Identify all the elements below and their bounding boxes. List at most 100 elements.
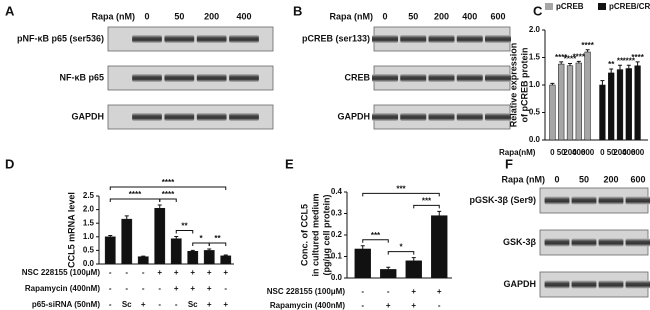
band-label: GAPDH bbox=[503, 279, 536, 289]
blot-band bbox=[456, 35, 483, 43]
bar bbox=[104, 236, 116, 265]
blot-band bbox=[598, 280, 624, 289]
condition-level: - bbox=[125, 284, 128, 293]
panel-letter: F bbox=[505, 156, 513, 171]
y-tick-label: 0.2 bbox=[331, 230, 343, 239]
error-bar bbox=[559, 61, 564, 65]
blot-band bbox=[196, 74, 227, 82]
lane-label: 0 bbox=[382, 11, 387, 21]
lane-label: 200 bbox=[434, 11, 449, 21]
bar bbox=[608, 72, 615, 141]
condition-level: Sc bbox=[188, 300, 198, 309]
blot-band bbox=[132, 113, 162, 121]
y-tick-label: 1.0 bbox=[83, 232, 95, 241]
band-label: CREB bbox=[344, 72, 370, 82]
condition-level: - bbox=[158, 300, 161, 309]
panel-letter: E bbox=[285, 156, 294, 171]
condition-level: - bbox=[109, 268, 112, 277]
condition-level: + bbox=[174, 284, 179, 293]
blot-band bbox=[164, 35, 195, 43]
bar bbox=[121, 218, 133, 265]
x-tick-label: 400 bbox=[622, 148, 636, 157]
condition-level: - bbox=[387, 287, 390, 296]
error-bar bbox=[207, 248, 212, 251]
condition-level: + bbox=[386, 301, 391, 310]
condition-label: p65-siRNA (50nM) bbox=[32, 300, 100, 309]
significance: ** bbox=[181, 222, 188, 231]
legend-swatch bbox=[545, 3, 553, 10]
treatment-label: Rapa (nM) bbox=[502, 174, 546, 184]
condition-level: + bbox=[411, 301, 416, 310]
treatment-label: Rapa (nM) bbox=[330, 11, 374, 21]
lane-label: 400 bbox=[462, 11, 477, 21]
error-bar bbox=[437, 210, 442, 216]
significance: ** bbox=[617, 56, 624, 65]
blot-band bbox=[400, 74, 427, 82]
error-bar bbox=[411, 257, 416, 261]
significance-bracket bbox=[175, 230, 194, 234]
blot-band bbox=[229, 113, 259, 121]
bar bbox=[566, 65, 574, 141]
treatment-label: Rapa (nM) bbox=[92, 11, 136, 21]
y-tick-label: 0.0 bbox=[331, 273, 343, 282]
band-label: GAPDH bbox=[71, 111, 104, 121]
band-label: pNF-κB p65 (ser536) bbox=[17, 33, 104, 43]
blot-band bbox=[598, 238, 624, 247]
blot-band bbox=[164, 113, 195, 121]
blot-band bbox=[485, 35, 511, 43]
significance-bracket bbox=[192, 242, 210, 247]
significance: **** bbox=[623, 56, 636, 65]
condition-label: Rapamycin (400nM) bbox=[25, 284, 100, 293]
blot-band bbox=[544, 196, 570, 205]
significance-bracket bbox=[109, 198, 161, 202]
bar bbox=[380, 269, 397, 279]
significance: **** bbox=[162, 178, 175, 187]
significance: ** bbox=[608, 60, 615, 69]
error-bar bbox=[550, 82, 555, 85]
bar bbox=[187, 250, 199, 265]
panel-letter: C bbox=[533, 3, 543, 18]
legend-swatch bbox=[598, 3, 606, 10]
y-axis-label: of pCREB protein bbox=[519, 48, 529, 123]
blot-band bbox=[485, 113, 511, 121]
x-axis-label: Rapa(nM) bbox=[499, 148, 536, 157]
lane-label: 200 bbox=[603, 174, 618, 184]
legend-label: pCREB bbox=[556, 2, 584, 11]
x-tick-label: 0 bbox=[600, 148, 605, 157]
lane-label: 0 bbox=[554, 174, 559, 184]
panel-letter: A bbox=[5, 3, 15, 18]
y-tick-label: 2.5 bbox=[83, 191, 95, 200]
band-label: GSK-3β bbox=[503, 237, 537, 247]
significance-bracket bbox=[159, 198, 177, 202]
significance-bracket bbox=[362, 192, 440, 197]
lane-label: 600 bbox=[630, 174, 645, 184]
condition-level: - bbox=[142, 268, 145, 277]
blot-band bbox=[625, 196, 650, 205]
lane-label: 400 bbox=[236, 11, 251, 21]
blot-band bbox=[544, 280, 570, 289]
significance-bracket bbox=[413, 204, 440, 209]
condition-level: + bbox=[174, 268, 179, 277]
y-tick-label: 1.0 bbox=[529, 80, 541, 89]
blot-band bbox=[372, 35, 398, 43]
y-tick-label: 0.5 bbox=[83, 246, 95, 255]
bar bbox=[616, 69, 624, 141]
significance-bracket bbox=[362, 239, 389, 243]
y-tick-label: 0.0 bbox=[83, 259, 95, 268]
blot-band bbox=[571, 196, 597, 205]
blot-band bbox=[428, 74, 455, 82]
condition-level: + bbox=[157, 268, 162, 277]
blot-band bbox=[571, 280, 597, 289]
blot-band bbox=[400, 113, 427, 121]
significance-bracket bbox=[208, 242, 227, 247]
blot-band bbox=[428, 35, 455, 43]
condition-label: NSC 228155 (100μM) bbox=[22, 268, 101, 277]
y-tick-label: 2.0 bbox=[83, 205, 95, 214]
blot-band bbox=[544, 238, 570, 247]
bar bbox=[170, 238, 182, 265]
error-bar bbox=[108, 234, 113, 237]
bar bbox=[203, 250, 215, 265]
error-bar bbox=[174, 236, 179, 239]
y-axis-label: in cultured medium bbox=[310, 193, 320, 276]
panel-letter: B bbox=[293, 3, 302, 18]
